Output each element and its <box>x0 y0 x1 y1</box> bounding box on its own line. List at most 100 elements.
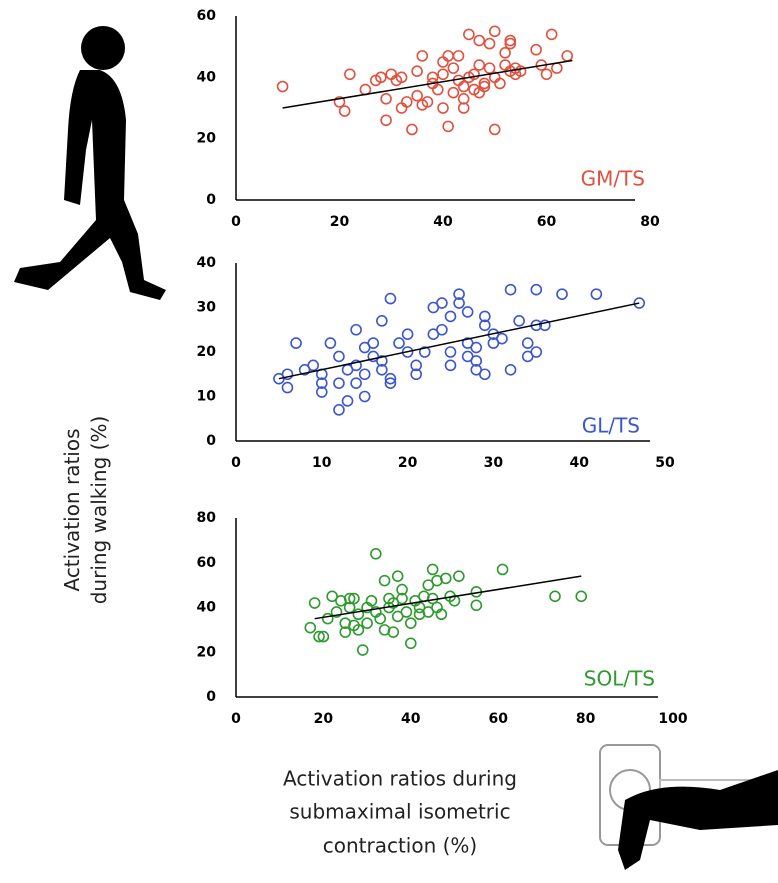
data-point <box>483 62 496 74</box>
data-point <box>432 83 444 96</box>
data-point <box>494 77 506 90</box>
x-tick-label: 80 <box>576 711 596 727</box>
data-point <box>376 355 388 367</box>
trend-line <box>282 59 573 109</box>
data-point <box>410 368 422 381</box>
data-point <box>439 572 452 585</box>
data-point <box>307 359 320 372</box>
y-axis-label-line: Activation ratios <box>60 428 84 591</box>
data-point <box>530 43 542 56</box>
data-point <box>350 377 362 389</box>
data-point <box>590 288 603 300</box>
data-point <box>521 337 534 349</box>
data-point <box>551 62 563 74</box>
data-point <box>315 386 328 398</box>
data-point <box>540 68 553 81</box>
data-point <box>326 590 338 603</box>
y-tick-label: 0 <box>206 192 216 208</box>
data-point <box>333 350 345 363</box>
data-point <box>304 621 317 634</box>
data-point <box>575 590 588 603</box>
data-point <box>479 310 491 323</box>
data-point <box>333 404 345 416</box>
data-point <box>313 630 325 643</box>
x-tick-label: 20 <box>398 455 418 471</box>
data-point <box>556 288 568 300</box>
y-tick-label: 40 <box>197 600 217 616</box>
data-point <box>333 377 345 389</box>
data-point <box>418 346 431 358</box>
data-point <box>404 617 417 629</box>
data-point <box>400 606 413 618</box>
data-point <box>358 390 371 403</box>
data-point <box>344 68 356 81</box>
y-tick-label: 20 <box>197 644 217 660</box>
y-tick-label: 60 <box>197 555 217 571</box>
data-point <box>457 102 470 114</box>
panel-label: GM/TS <box>581 167 645 191</box>
data-point <box>478 77 491 90</box>
data-point <box>387 626 400 638</box>
data-point <box>561 50 574 62</box>
data-point <box>436 323 448 336</box>
data-point <box>384 377 397 389</box>
data-point <box>391 610 404 623</box>
y-axis-label: Activation ratios during walking (%) <box>60 416 111 605</box>
data-point <box>539 319 551 332</box>
x-tick-label: 0 <box>231 455 241 471</box>
data-point <box>365 594 378 607</box>
data-point <box>380 93 392 105</box>
data-point <box>374 612 387 625</box>
data-point <box>470 355 483 367</box>
data-point <box>276 80 289 93</box>
data-point <box>504 363 517 376</box>
data-point <box>435 608 448 621</box>
panel-label: SOL/TS <box>584 667 655 691</box>
data-point <box>391 570 404 582</box>
data-point <box>393 337 405 349</box>
data-point <box>437 56 449 68</box>
x-tick-label: 50 <box>655 455 675 471</box>
x-tick-label: 80 <box>640 214 660 230</box>
data-point <box>483 37 496 50</box>
data-point <box>375 71 387 84</box>
data-point <box>457 80 470 93</box>
data-point <box>504 37 517 50</box>
data-point <box>338 105 351 117</box>
data-point <box>473 59 486 71</box>
data-point <box>453 570 465 582</box>
data-point <box>447 86 460 99</box>
x-tick-label: 30 <box>484 455 504 471</box>
data-point <box>350 359 362 372</box>
y-tick-label: 30 <box>197 300 217 316</box>
data-point <box>479 368 491 381</box>
data-point <box>352 624 365 636</box>
y-tick-label: 10 <box>197 389 217 405</box>
data-point <box>324 337 337 349</box>
x-tick-label: 0 <box>231 214 241 230</box>
data-point <box>444 310 457 323</box>
x-axis-label-line: contraction (%) <box>323 834 478 858</box>
data-point <box>496 563 509 576</box>
data-point <box>479 319 491 332</box>
trend-line <box>278 302 640 380</box>
data-point <box>513 315 525 327</box>
data-point <box>281 368 294 381</box>
data-point <box>378 574 391 587</box>
data-point <box>447 62 460 74</box>
data-point <box>473 34 486 47</box>
data-point <box>470 599 483 612</box>
data-point <box>361 617 373 629</box>
x-tick-label: 0 <box>231 711 241 727</box>
x-axis-label-line: Activation ratios during <box>283 767 517 791</box>
data-point <box>411 89 423 102</box>
data-point <box>387 597 400 609</box>
y-tick-label: 60 <box>197 8 217 24</box>
data-point <box>437 68 449 81</box>
data-point <box>411 65 423 77</box>
data-point <box>457 93 470 105</box>
data-point <box>404 637 417 650</box>
data-point <box>290 337 302 349</box>
data-point <box>352 608 365 621</box>
